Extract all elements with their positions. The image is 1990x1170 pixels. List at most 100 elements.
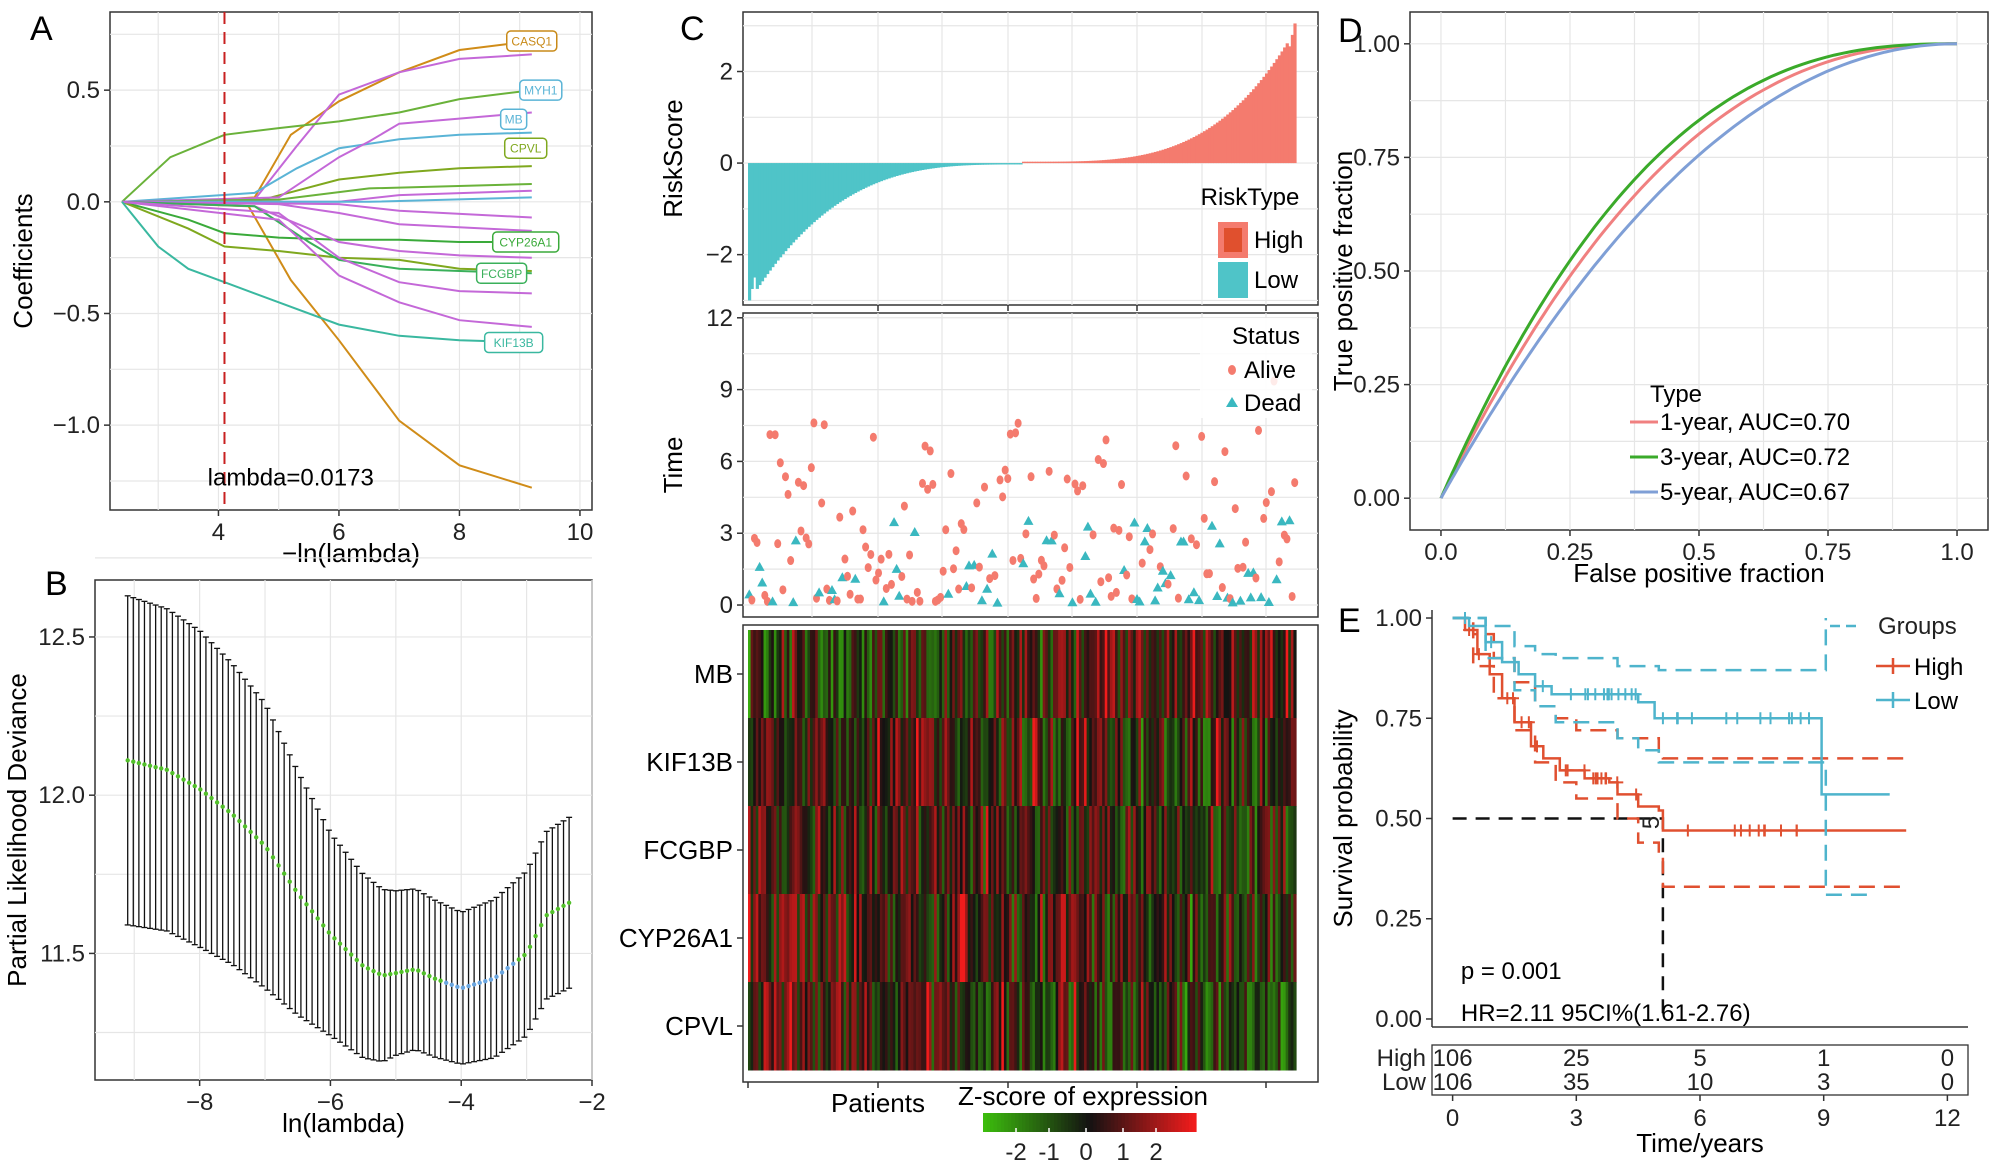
heatmap-cell	[1115, 630, 1119, 719]
heatmap-cell	[1040, 982, 1044, 1071]
heatmap-cell	[965, 806, 969, 895]
alive-point	[947, 469, 955, 479]
heatmap-cell	[1003, 630, 1008, 719]
heatmap-cell	[1190, 982, 1194, 1071]
risk-bar	[794, 163, 798, 240]
risk-bar	[1156, 151, 1160, 164]
heatmap-cell	[962, 982, 966, 1071]
heatmap-cell	[1135, 894, 1139, 983]
heatmap-cell	[1228, 806, 1232, 895]
heatmap-cell	[859, 982, 863, 1071]
heatmap-cell	[993, 982, 997, 1071]
heatmap-cell	[1264, 894, 1269, 983]
heatmap-cell	[851, 630, 855, 719]
heatmap-cell	[830, 718, 834, 807]
alive-point	[766, 430, 774, 440]
risk-bar	[879, 163, 884, 182]
heatmap-cell	[879, 630, 884, 719]
legend-label-high: High	[1254, 227, 1303, 254]
heatmap-cell	[1267, 630, 1271, 719]
x-tick-label: 9	[1817, 1105, 1830, 1132]
risk-bar	[1151, 152, 1155, 164]
x-axis-label: Patients	[831, 1088, 925, 1118]
alive-point	[877, 554, 885, 564]
heatmap-cell	[1037, 982, 1041, 1071]
deviance-point	[488, 977, 494, 982]
risk-bar	[1254, 86, 1258, 164]
heatmap-cell	[771, 806, 775, 895]
heatmap-cell	[872, 982, 876, 1071]
alive-point	[937, 592, 945, 602]
heatmap-cell	[748, 894, 752, 983]
heatmap-cell	[797, 718, 801, 807]
deviance-point	[460, 985, 466, 990]
censor-mark	[1579, 688, 1592, 701]
heatmap-cell	[1246, 630, 1251, 719]
dead-point	[1194, 595, 1205, 605]
risk-bar	[872, 163, 876, 185]
heatmap-cell	[1115, 718, 1119, 807]
heatmap-cell	[954, 894, 958, 983]
risk-bar	[1094, 160, 1098, 164]
heatmap-cell	[1135, 630, 1139, 719]
heatmap-cell	[1042, 630, 1046, 719]
colorbar-cell	[1000, 1113, 1005, 1132]
heatmap-cell	[892, 982, 896, 1071]
risk-table-cell: 25	[1563, 1045, 1590, 1072]
heatmap-cell	[1166, 894, 1170, 983]
heatmap-cell	[1218, 718, 1222, 807]
legend-label: 1-year, AUC=0.70	[1660, 409, 1850, 436]
heatmap-cell	[1169, 806, 1173, 895]
panel-label-b: B	[45, 565, 68, 603]
risk-bar	[810, 163, 814, 225]
risk-bar	[1179, 143, 1183, 164]
heatmap-cell	[753, 982, 757, 1071]
dead-point	[891, 563, 902, 573]
risk-bar	[965, 163, 969, 166]
heatmap-cell	[1205, 982, 1209, 1071]
heatmap-cell	[781, 630, 785, 719]
heatmap-cell	[1275, 718, 1279, 807]
heatmap-cell	[1264, 806, 1269, 895]
heatmap-cell	[1293, 630, 1297, 719]
heatmap-cell	[1029, 806, 1033, 895]
heatmap-cell	[934, 718, 938, 807]
dead-point	[1206, 520, 1217, 530]
heatmap-cell	[934, 982, 938, 1071]
heatmap-cell	[1107, 630, 1111, 719]
heatmap-cell	[1050, 894, 1054, 983]
deviance-point	[477, 980, 482, 986]
legend-title: Groups	[1878, 613, 1957, 640]
heatmap-cell	[1285, 718, 1289, 807]
censor-mark	[1656, 712, 1669, 725]
heatmap-cell	[905, 982, 909, 1071]
risk-bar	[1262, 76, 1266, 164]
y-tick-label: 11.5	[40, 940, 85, 967]
heatmap-cell	[1125, 806, 1129, 895]
alive-point	[841, 554, 849, 564]
risk-table-cell: 5	[1693, 1045, 1706, 1072]
heatmap-cell	[1249, 894, 1253, 983]
heatmap-cell	[1190, 806, 1194, 895]
heatmap-cell	[833, 982, 837, 1071]
risk-bar	[1200, 132, 1204, 164]
heatmap-cell	[988, 718, 992, 807]
colorbar-cell	[1082, 1113, 1087, 1132]
heatmap-cell	[1190, 718, 1194, 807]
alive-point	[1061, 543, 1069, 553]
alive-point	[887, 579, 895, 589]
colorbar-cell	[1054, 1113, 1059, 1132]
heatmap-cell	[998, 806, 1002, 895]
heatmap-cell	[786, 894, 790, 983]
heatmap-cell	[812, 806, 816, 895]
x-axis-label: Time/years	[1636, 1128, 1764, 1158]
heatmap-cell	[1244, 806, 1248, 895]
lambda-annotation: lambda=0.0173	[208, 464, 374, 491]
heatmap-cell	[1192, 894, 1196, 983]
heatmap-cell	[972, 630, 977, 719]
heatmap-cell	[975, 806, 979, 895]
alive-point	[1102, 435, 1110, 445]
heatmap-cell	[897, 630, 902, 719]
heatmap-cell	[1208, 630, 1212, 719]
deviance-point	[365, 966, 371, 971]
